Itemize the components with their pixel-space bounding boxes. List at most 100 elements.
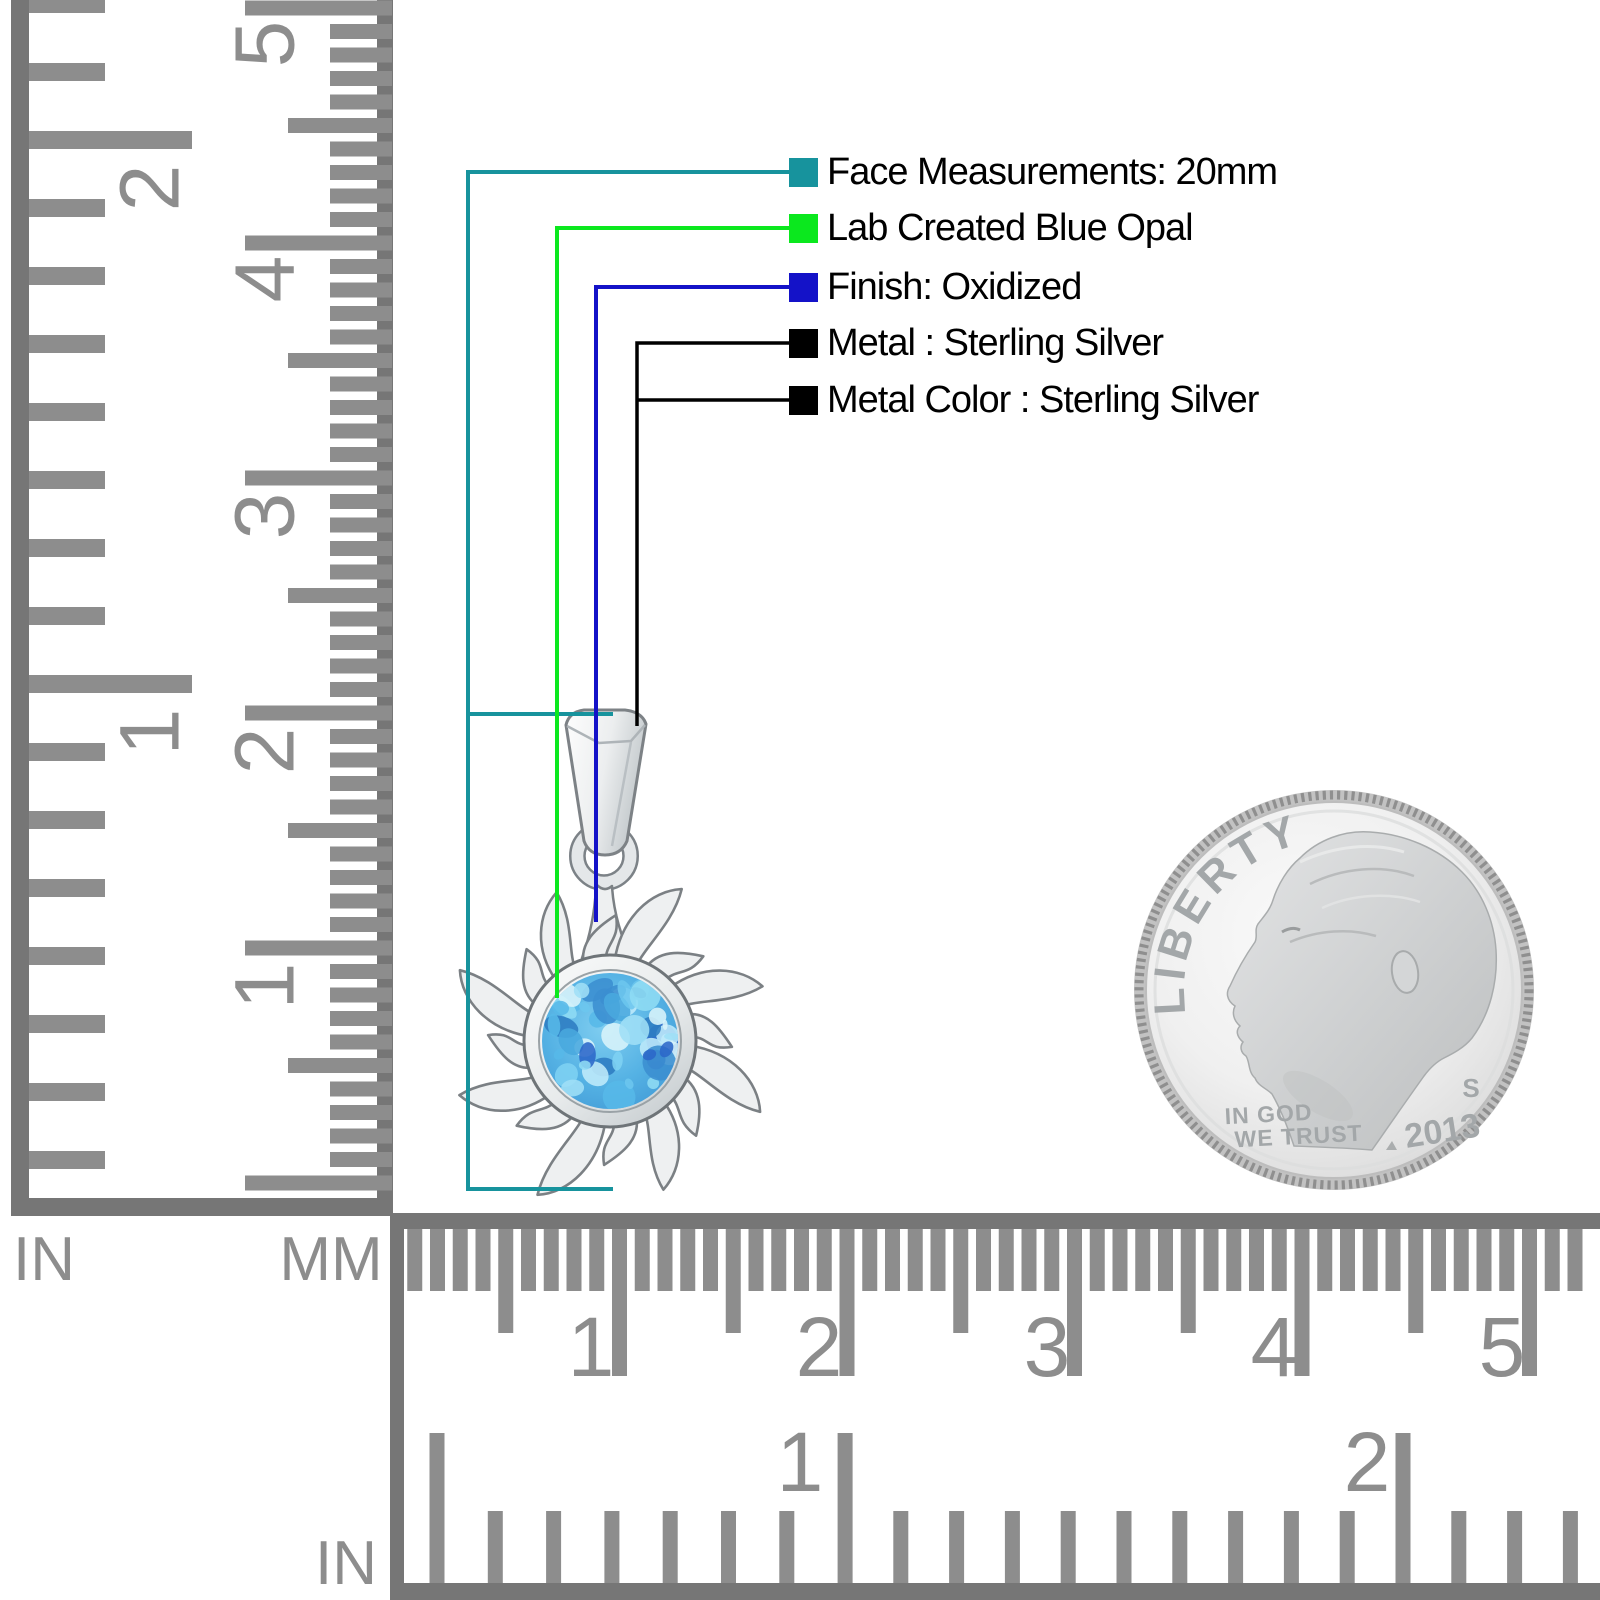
opal-fleck — [659, 1041, 674, 1058]
sun-ray — [613, 887, 683, 967]
ear — [1390, 950, 1420, 994]
ruler-tick — [330, 141, 392, 157]
sun-ray — [458, 1074, 552, 1112]
ruler-tick — [634, 1229, 650, 1291]
ruler-tick — [1249, 1229, 1264, 1291]
ruler-tick — [330, 517, 392, 533]
ruler-tick — [816, 1229, 832, 1291]
coin-mint-mark: S — [1462, 1073, 1479, 1103]
ruler-tick — [1294, 1229, 1310, 1376]
ruler-tick — [452, 1229, 468, 1291]
ruler-tick — [1340, 1229, 1355, 1291]
ruler-tick — [953, 1229, 969, 1333]
sun-ray — [684, 1044, 762, 1114]
opal-fleck — [664, 1032, 678, 1041]
ruler-tick — [29, 131, 192, 149]
ruler-tick — [1116, 1511, 1132, 1583]
ruler-tick — [498, 1229, 514, 1333]
ruler-tick — [1507, 1511, 1523, 1583]
ruler-tick — [893, 1511, 909, 1583]
ruler-tick — [330, 24, 392, 39]
ruler-tick — [330, 71, 392, 86]
opal-fleck — [578, 1001, 591, 1013]
legend-swatch-blue — [789, 272, 818, 302]
ruler-tick — [430, 1229, 445, 1291]
callout-label: Metal : Sterling Silver — [827, 322, 1164, 364]
ruler-tick — [29, 811, 105, 829]
ruler-tick — [330, 564, 392, 580]
vertical-ruler-cm-label: 2 — [217, 728, 311, 775]
ruler-tick — [885, 1229, 900, 1291]
opal-fleck — [642, 1049, 657, 1061]
ruler-tick — [612, 1229, 627, 1376]
ruler-tick — [29, 743, 105, 761]
sun-pendant — [458, 708, 764, 1197]
ruler-tick — [771, 1229, 787, 1291]
callout-finish: Finish: Oxidized — [789, 267, 1082, 307]
opal-fleck — [647, 1077, 660, 1090]
horizontal-ruler-mm-ticks — [407, 1229, 1583, 1376]
ruler-tick — [1021, 1229, 1037, 1291]
vertical-ruler-inch-ticks — [29, 0, 192, 1169]
vertical-ruler-inch-label: 2 — [102, 165, 196, 212]
ruler-tick — [330, 541, 392, 556]
ruler-tick — [604, 1511, 620, 1583]
ruler-tick — [29, 199, 105, 217]
callout-metal-color: Metal Color : Sterling Silver — [789, 379, 1259, 421]
ruler-tick — [1089, 1229, 1105, 1291]
ruler-tick — [245, 940, 392, 956]
ruler-tick — [29, 403, 105, 421]
ruler-tick — [475, 1229, 491, 1291]
ruler-tick — [29, 0, 105, 13]
ruler-tick — [245, 0, 392, 16]
callout-label: Metal Color : Sterling Silver — [827, 379, 1259, 421]
ruler-tick — [1395, 1433, 1411, 1583]
ruler-tick — [330, 682, 392, 697]
ruler-tick — [429, 1433, 445, 1583]
ruler-tick — [1203, 1229, 1219, 1291]
ruler-tick — [330, 846, 392, 862]
opal-fleck — [612, 1051, 623, 1071]
roosevelt-portrait — [1226, 831, 1498, 1151]
callout-opal: Lab Created Blue Opal — [789, 208, 1194, 248]
bail-facet-top — [566, 724, 646, 745]
ruler-tick — [1453, 1229, 1469, 1291]
ruler-tick — [330, 1152, 392, 1167]
ruler-tick — [330, 799, 392, 815]
ruler-tick — [330, 94, 392, 110]
ruler-tick — [288, 588, 392, 603]
ruler-tick — [862, 1229, 878, 1291]
ruler-tick — [330, 1105, 392, 1120]
horizontal-ruler: 1 2 3 4 5 1 2 IN — [315, 1213, 1600, 1600]
ruler-tick — [29, 879, 105, 897]
ruler-tick — [245, 1175, 392, 1191]
vertical-ruler-mm-unit: MM — [279, 1225, 382, 1294]
ruler-tick — [680, 1229, 696, 1291]
ruler-tick — [330, 1128, 392, 1144]
ruler-tick — [1271, 1229, 1287, 1291]
vertical-ruler-cm-label: 3 — [217, 493, 311, 540]
vertical-ruler-inch-unit: IN — [13, 1225, 75, 1294]
ruler-tick — [29, 335, 105, 353]
ruler-tick — [657, 1229, 673, 1291]
dime-coin: LIBERTY IN GOD WE TRUST 2013 S — [1134, 790, 1534, 1190]
sun-ray — [536, 1115, 607, 1197]
callout-lines — [466, 170, 795, 1191]
ruler-tick — [330, 1081, 392, 1097]
callout-metal: Metal : Sterling Silver — [789, 322, 1164, 364]
ruler-tick — [1283, 1511, 1299, 1583]
opal-fleck — [602, 1080, 636, 1109]
hair-highlight — [1299, 845, 1405, 864]
ruler-edge — [377, 0, 393, 1215]
legend-swatch-teal — [789, 157, 818, 187]
ruler-tick — [907, 1229, 923, 1291]
ruler-tick — [1339, 1511, 1355, 1583]
ruler-tick — [29, 607, 105, 625]
ruler-tick — [29, 267, 105, 285]
ruler-tick — [330, 188, 392, 204]
ruler-tick — [1562, 1511, 1578, 1583]
ruler-tick — [1060, 1511, 1076, 1583]
opal-fleck — [558, 1028, 584, 1056]
